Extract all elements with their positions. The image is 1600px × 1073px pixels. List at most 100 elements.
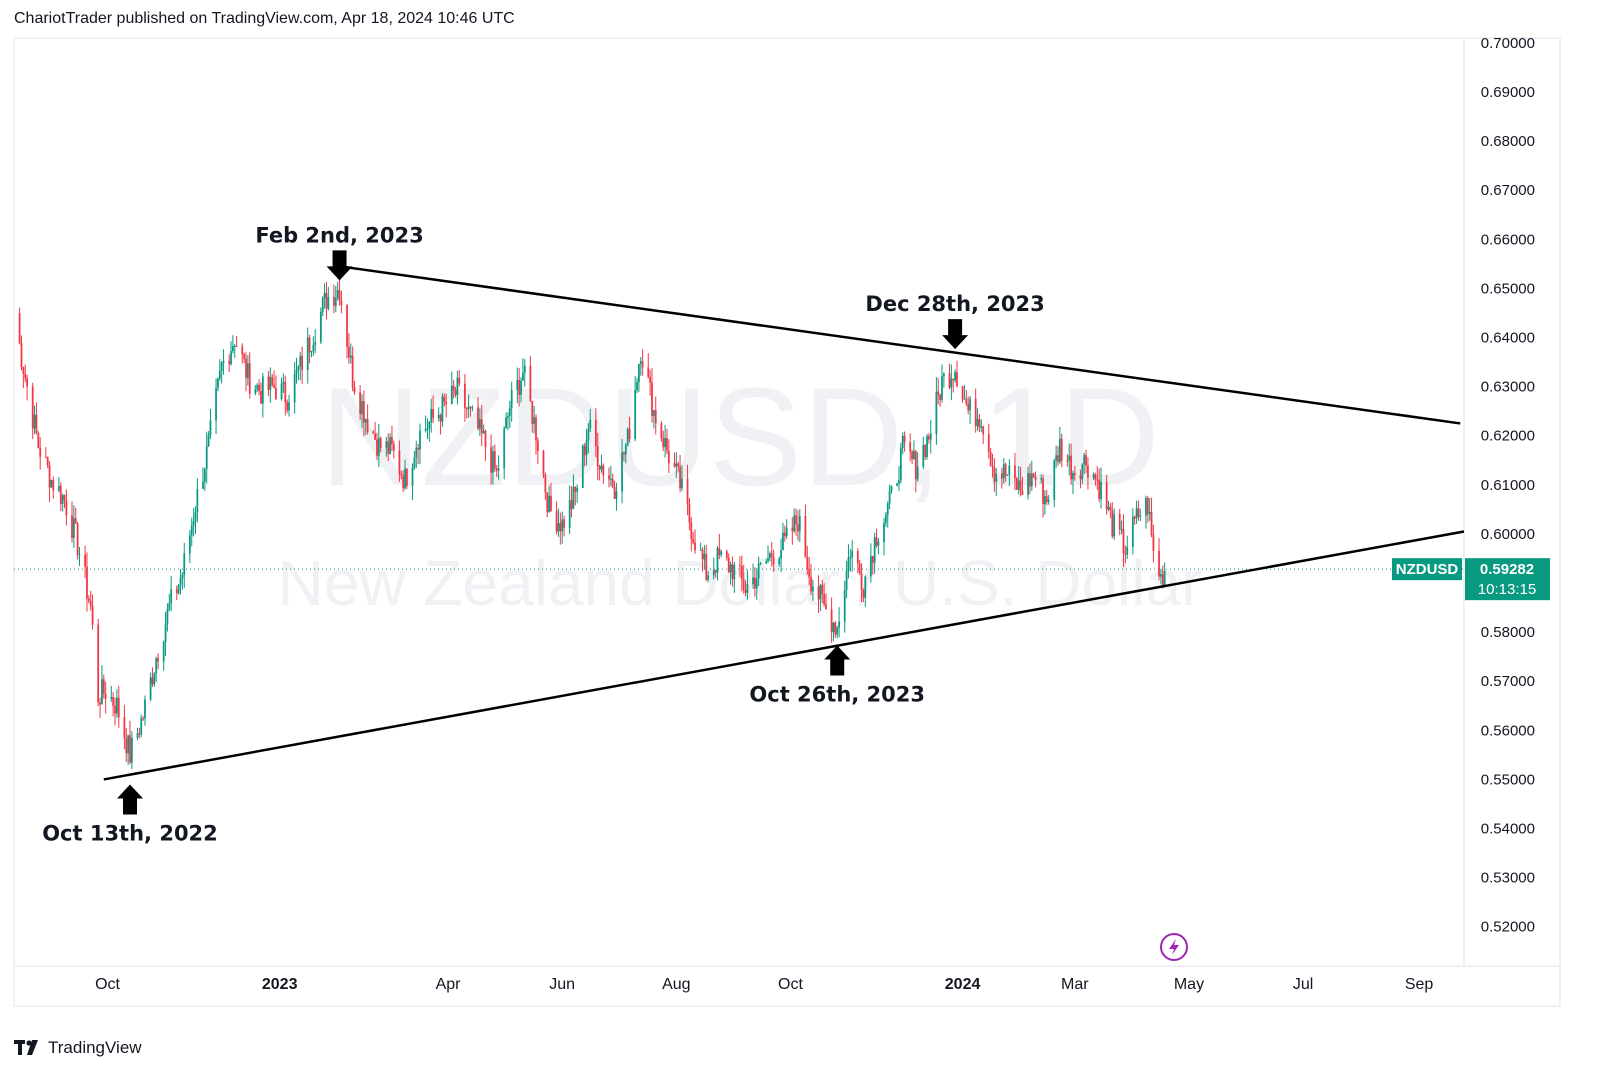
y-tick-label: 0.56000	[1481, 722, 1535, 739]
candle-body	[164, 624, 167, 642]
x-tick-label: Apr	[436, 976, 462, 993]
candle-body	[523, 365, 526, 373]
candle-body	[194, 512, 197, 522]
candle-body	[1002, 464, 1005, 479]
candle-body	[149, 677, 152, 700]
lightning-icon[interactable]	[1160, 933, 1188, 961]
candle-body	[641, 361, 644, 368]
candle-body	[1085, 455, 1087, 466]
candle-body	[404, 468, 406, 489]
candle-body	[452, 385, 455, 391]
candle-body	[1113, 513, 1116, 537]
candle-body	[1122, 528, 1125, 554]
x-tick-label: Mar	[1061, 976, 1089, 993]
candle-body	[374, 433, 376, 440]
candle-body	[306, 337, 309, 371]
time-axis[interactable]: Oct 2023 Apr Jun Aug Oct 2024 Mar May Jul Sep	[95, 976, 1433, 993]
candle-body	[490, 447, 492, 473]
candle-body	[228, 361, 231, 365]
candle-body	[364, 418, 367, 423]
tradingview-brand: TradingView	[48, 1038, 142, 1057]
candle-body	[248, 363, 251, 394]
candle-body	[744, 590, 747, 593]
candle-body	[413, 457, 416, 468]
y-tick-label: 0.68000	[1481, 133, 1535, 150]
candle-body	[177, 584, 180, 594]
candle-body	[243, 354, 246, 359]
candle-body	[555, 511, 558, 532]
candle-body	[205, 446, 208, 470]
candle-body	[718, 548, 721, 555]
candle-body	[847, 557, 850, 571]
candle-body	[1079, 475, 1082, 480]
candle-body	[89, 600, 92, 607]
candle-body	[377, 437, 380, 456]
published-header: ChariotTrader published on TradingView.c…	[14, 10, 515, 27]
candle-body	[1100, 481, 1102, 500]
candle-body	[860, 573, 863, 591]
candle-body	[334, 297, 337, 306]
candle-body	[1096, 479, 1099, 481]
tradingview-logo[interactable]: TradingView	[14, 1038, 142, 1058]
candle-body	[830, 609, 833, 632]
candle-body	[757, 563, 760, 579]
x-tick-label: 2023	[262, 976, 298, 993]
candle-body	[308, 337, 311, 353]
trendline-lower[interactable]	[103, 530, 1465, 781]
candle-body	[261, 376, 264, 404]
candle-body	[772, 556, 775, 565]
candle-body	[162, 641, 165, 662]
x-tick-label: 2024	[945, 976, 981, 993]
y-tick-label: 0.54000	[1481, 821, 1535, 838]
candle-body	[836, 627, 839, 635]
candle-body	[740, 565, 743, 580]
candle-body	[340, 301, 343, 306]
candle-body	[916, 466, 919, 480]
candle-body	[598, 466, 601, 470]
candle-body	[832, 622, 835, 632]
candle-body	[102, 679, 105, 694]
candle-body	[366, 418, 369, 432]
candle-body	[1161, 574, 1164, 586]
candle-body	[922, 444, 925, 467]
badge-price-bg	[1465, 558, 1550, 601]
candle-body	[428, 421, 431, 429]
candle-body	[712, 570, 715, 576]
candle-body	[608, 475, 610, 480]
candle-body	[471, 407, 474, 409]
candle-body	[269, 377, 272, 391]
candle-body	[323, 293, 326, 299]
candle-body	[1015, 478, 1018, 490]
trendline-upper[interactable]	[339, 265, 1461, 425]
trendlines-layer	[103, 265, 1465, 781]
candle-body	[497, 468, 500, 471]
price-axis[interactable]: 0.70000 0.69000 0.68000 0.67000 0.66000 0.650…	[1481, 35, 1535, 936]
candle-body	[123, 717, 126, 739]
candle-body	[911, 451, 913, 459]
candle-body	[624, 445, 627, 455]
candle-body	[636, 382, 638, 391]
y-tick-label: 0.57000	[1481, 673, 1535, 690]
candle-body	[1118, 513, 1121, 530]
candle-body	[862, 590, 865, 598]
candle-body	[969, 398, 971, 411]
candle-body	[312, 344, 315, 352]
candle-body	[909, 442, 912, 452]
candle-body	[97, 624, 100, 703]
candle-body	[995, 473, 998, 482]
candle-body	[825, 604, 827, 610]
candle-body	[310, 351, 313, 353]
candle-body	[39, 448, 42, 457]
candle-body	[203, 469, 206, 482]
candle-body	[602, 465, 605, 476]
candle-body	[980, 426, 983, 428]
candle-body	[295, 369, 298, 374]
candle-body	[976, 419, 979, 427]
annotation-arrow-icon	[117, 784, 143, 815]
candle-body	[260, 391, 262, 404]
y-tick-label: 0.70000	[1481, 35, 1535, 52]
candle-body	[273, 384, 275, 388]
candle-body	[913, 450, 915, 459]
candle-body	[430, 409, 433, 422]
